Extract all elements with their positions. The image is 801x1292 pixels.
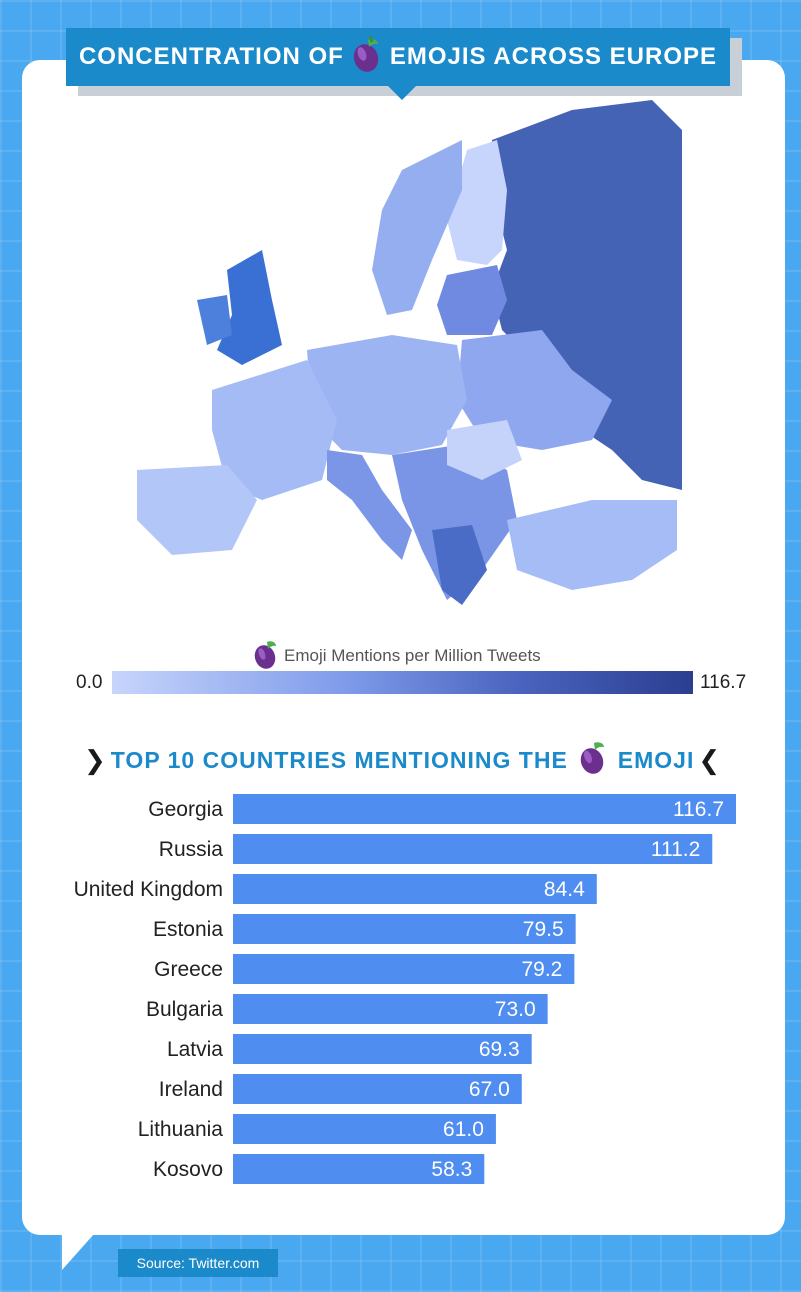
map-region-baltics [437,265,507,335]
map-region-turkey [507,500,677,590]
bar-greece [233,954,575,984]
bar-value-label: 111.2 [651,838,700,861]
legend-min-label: 0.0 [76,672,103,693]
section-title: ❯ Top 10 Countries Mentioning the Emoji … [80,740,730,780]
map-region-central-europe [307,335,467,455]
bar-category-label: Greece [154,958,223,981]
title-banner: Concentration of Emojis Across Europe [66,28,730,86]
map-region-balkans [392,445,517,600]
bar-ireland [233,1074,522,1104]
bar-value-label: 79.2 [521,958,562,981]
bar-value-label: 84.4 [544,878,585,901]
top10-bar-chart: Georgia 116.7 Russia 111.2 United Kingdom 84.… [74,794,736,1184]
title-notch [388,86,416,100]
map-region-greece [432,525,487,605]
map-region-italy [327,450,412,560]
bar-category-label: Ireland [159,1078,223,1101]
eggplant-icon [576,738,610,782]
section-title-text-end: Emoji [617,746,695,773]
map-region-france [212,360,337,500]
bar-value-label: 116.7 [673,798,724,821]
bar-category-label: Russia [159,838,224,861]
bar-value-label: 67.0 [469,1078,510,1101]
bar-category-label: United Kingdom [74,878,223,901]
bar-united-kingdom [233,874,597,904]
bar-russia [233,834,713,864]
bar-category-label: Georgia [148,798,223,821]
map-region-iberia [137,465,257,555]
bar-value-label: 73.0 [495,998,536,1021]
legend-title-text: Emoji Mentions per Million Tweets [284,646,541,665]
bar-georgia [233,794,736,824]
bar-lithuania [233,1114,496,1144]
bar-estonia [233,914,576,944]
legend-title: Emoji Mentions per Million Tweets [250,640,570,671]
title-text-end: Emojis Across Europe [389,43,718,70]
eggplant-icon [250,637,284,676]
bar-value-label: 61.0 [443,1118,484,1141]
bar-value-label: 69.3 [479,1038,520,1061]
bar-category-label: Kosovo [153,1158,223,1181]
map-region-ireland [197,295,232,345]
bar-latvia [233,1034,532,1064]
chevron-right-icon: ❯ [84,744,107,775]
map-region-romania [447,420,522,480]
bar-bulgaria [233,994,548,1024]
bar-value-label: 58.3 [431,1158,472,1181]
eggplant-icon [350,34,384,81]
bar-category-label: Bulgaria [146,998,223,1021]
bar-value-label: 79.5 [523,918,564,941]
bar-category-label: Lithuania [138,1118,224,1141]
map-region-belarus-ukraine [457,330,612,450]
map-region-russia [492,100,682,490]
bar-category-label: Latvia [167,1038,223,1061]
section-title-text-start: Top 10 Countries Mentioning the [110,746,568,773]
map-region-uk [217,250,282,365]
bar-kosovo [233,1154,485,1184]
europe-map [137,100,682,605]
chevron-left-icon: ❮ [698,744,722,775]
bar-category-label: Estonia [153,918,223,941]
title-text-start: Concentration of [78,43,344,70]
legend-gradient-bar [112,671,693,694]
map-region-scandinavia [372,140,462,315]
legend-max-label: 116.7 [700,672,747,693]
speech-tail [62,1225,102,1270]
source-label: Source: Twitter.com [118,1249,278,1277]
